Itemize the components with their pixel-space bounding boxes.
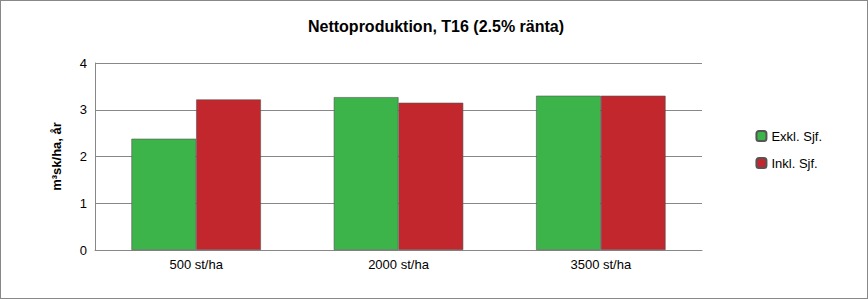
svg-text:3: 3 (80, 102, 87, 117)
svg-text:m³sk/ha, år: m³sk/ha, år (49, 122, 64, 191)
svg-text:1: 1 (80, 196, 87, 211)
svg-text:2: 2 (80, 149, 87, 164)
svg-text:3500 st/ha: 3500 st/ha (570, 257, 631, 272)
svg-text:Nettoproduktion, T16 (2.5% rän: Nettoproduktion, T16 (2.5% ränta) (308, 18, 564, 35)
svg-text:500 st/ha: 500 st/ha (169, 257, 223, 272)
svg-text:0: 0 (80, 243, 87, 258)
svg-text:Inkl. Sjf.: Inkl. Sjf. (771, 156, 817, 171)
svg-text:2000 st/ha: 2000 st/ha (368, 257, 429, 272)
svg-text:4: 4 (80, 56, 87, 71)
svg-text:Exkl. Sjf.: Exkl. Sjf. (771, 129, 822, 144)
